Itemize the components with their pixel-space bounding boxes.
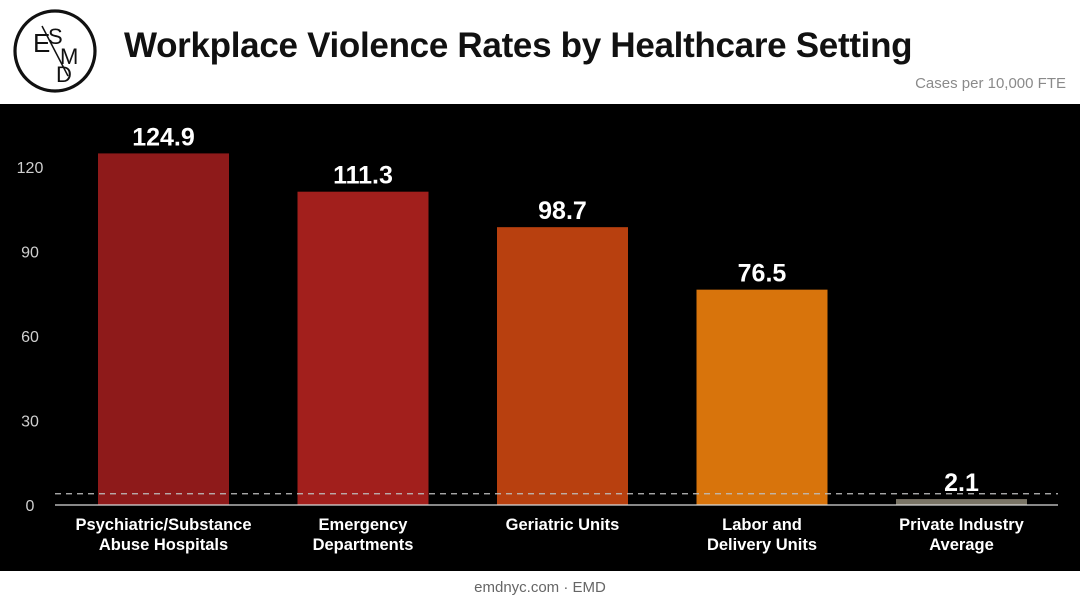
svg-text:E: E <box>33 28 50 58</box>
svg-text:D: D <box>56 62 72 87</box>
x-category-label: Departments <box>313 536 414 554</box>
bar-chart: 0 30 60 90 120 124.9 Psychiatric/Substance Abus… <box>17 123 1058 554</box>
bar-value-label: 111.3 <box>333 162 393 190</box>
bar-value-label: 98.7 <box>538 197 587 225</box>
x-category-label: Private Industry <box>899 516 1025 534</box>
esmd-logo: E S M D <box>13 9 97 93</box>
bar <box>896 499 1027 505</box>
x-category-label: Average <box>929 536 994 554</box>
x-category-label: Delivery Units <box>707 536 817 554</box>
x-category-label: Emergency <box>319 516 409 534</box>
chart-title: Workplace Violence Rates by Healthcare S… <box>124 26 913 65</box>
y-tick-label: 120 <box>17 160 44 177</box>
x-category-label: Abuse Hospitals <box>99 536 228 554</box>
chart-subtitle: Cases per 10,000 FTE <box>915 75 1066 92</box>
y-tick-label: 90 <box>21 245 39 262</box>
x-category-label: Geriatric Units <box>506 516 620 534</box>
bar <box>696 289 828 505</box>
bar <box>98 153 229 505</box>
y-tick-label: 30 <box>21 414 39 431</box>
header: E S M D Workplace Violence Rates by Heal… <box>0 0 1080 104</box>
bar-value-label: 124.9 <box>132 123 195 151</box>
bar-value-label: 76.5 <box>738 260 787 288</box>
plot-area: 0 30 60 90 120 124.9 Psychiatric/Substance Abus… <box>0 104 1080 571</box>
bar <box>297 191 429 505</box>
bar <box>497 227 628 506</box>
y-tick-label: 0 <box>26 498 35 515</box>
x-category-label: Psychiatric/Substance <box>75 516 251 534</box>
footer-source: emdnyc.com · EMD <box>474 578 606 596</box>
svg-text:M: M <box>60 44 78 69</box>
svg-text:S: S <box>48 24 63 49</box>
x-category-label: Labor and <box>722 516 802 534</box>
bar-value-label: 2.1 <box>944 469 979 497</box>
y-tick-label: 60 <box>21 329 39 346</box>
